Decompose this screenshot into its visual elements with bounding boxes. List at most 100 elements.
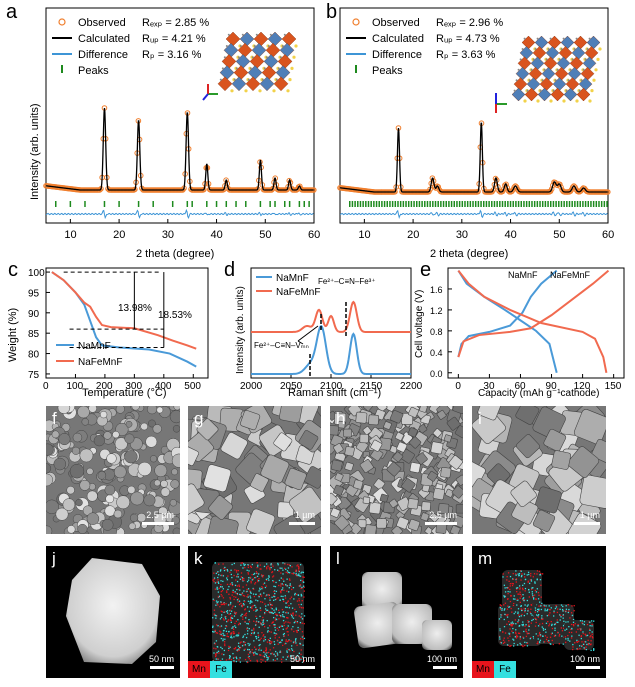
element-pixel (300, 649, 302, 651)
element-pixel (272, 575, 275, 577)
element-pixel (233, 562, 235, 565)
element-pixel (546, 608, 549, 611)
element-pixel (264, 612, 266, 614)
element-pixel (504, 587, 506, 589)
element-pixel (523, 599, 525, 602)
tem-image-l: l 100 nm (330, 546, 463, 678)
element-pixel (512, 622, 515, 625)
element-pixel (217, 596, 220, 598)
particle (125, 420, 133, 428)
element-pixel (223, 569, 226, 572)
element-pixel (236, 569, 238, 572)
element-pixel (508, 633, 511, 635)
element-pixel (543, 605, 546, 608)
element-pixel (517, 593, 519, 595)
element-pixel (295, 658, 297, 661)
particle (53, 457, 67, 471)
element-pixel (225, 603, 227, 605)
element-pixel (280, 591, 282, 594)
element-pixel (593, 648, 595, 651)
element-pixel (250, 601, 252, 603)
element-pixel (217, 625, 219, 627)
xlabel-b: 2 theta (degree) (430, 248, 508, 260)
element-pixel (268, 567, 270, 569)
element-pixel (300, 638, 302, 640)
element-pixel (249, 591, 252, 593)
element-pixel (289, 598, 291, 600)
xtick-label-c: 0 (43, 381, 49, 392)
element-pixel (225, 616, 227, 618)
element-pixel (278, 618, 280, 620)
element-pixel (522, 624, 524, 627)
element-pixel (293, 630, 295, 633)
element-pixel (274, 643, 276, 646)
element-pixel (536, 614, 538, 616)
element-pixel (220, 601, 222, 603)
particle (128, 522, 136, 530)
element-pixel (528, 591, 530, 593)
element-pixel (300, 593, 302, 596)
element-pixel (233, 611, 236, 613)
element-pixel (299, 575, 302, 577)
element-pixel (512, 572, 514, 575)
element-pixel (303, 623, 305, 625)
element-pixel (238, 632, 240, 634)
element-pixel (558, 635, 560, 637)
element-pixel (269, 637, 271, 639)
element-pixel (572, 621, 575, 623)
element-pixel (251, 649, 253, 651)
element-pixel (298, 570, 300, 573)
particle (86, 467, 94, 475)
curve-nafemnf-c (51, 271, 197, 350)
element-pixel (515, 587, 518, 589)
particle (515, 406, 540, 425)
particle (452, 406, 463, 414)
element-pixel (247, 564, 250, 567)
element-pixel (229, 619, 232, 621)
peak-markers-b (348, 201, 608, 207)
element-pixel (504, 602, 507, 604)
element-pixel (519, 597, 521, 599)
element-pixel (221, 586, 223, 588)
element-pixel (507, 613, 509, 616)
element-pixel (260, 601, 262, 603)
xtick-label-e: 90 (546, 381, 558, 392)
xtick-label-e: 60 (514, 381, 526, 392)
element-pixel (299, 563, 302, 566)
element-pixel (254, 651, 256, 653)
element-pixel (244, 613, 247, 615)
element-pixel (263, 592, 265, 594)
element-pixel (517, 632, 520, 634)
element-pixel (255, 621, 257, 623)
particle (58, 433, 71, 446)
atom (281, 45, 284, 47)
element-pixel (545, 605, 547, 607)
element-pixel (302, 661, 305, 663)
particle (440, 466, 452, 479)
element-pixel (270, 607, 272, 609)
label-namnf-e: NaMnF (508, 270, 538, 280)
element-pixel (221, 611, 223, 613)
particle (419, 406, 428, 413)
element-pixel (257, 636, 260, 638)
element-pixel (271, 612, 273, 614)
element-pixel (581, 620, 583, 622)
element-pixel (226, 591, 228, 594)
element-pixel (228, 593, 230, 595)
element-pixel (263, 582, 266, 584)
element-pixel (242, 602, 245, 605)
element-pixel (507, 637, 509, 639)
element-pixel (294, 640, 297, 642)
element-pixel (580, 635, 582, 638)
curve-nafemnf-d (251, 300, 411, 333)
element-pixel (220, 610, 222, 612)
element-pixel (556, 619, 558, 621)
micro-letter-j: j (52, 549, 56, 568)
element-pixel (536, 579, 538, 581)
element-pixel (591, 623, 593, 626)
element-pixel (242, 563, 245, 565)
element-pixel (285, 621, 287, 623)
element-pixel (241, 605, 243, 608)
element-pixel (521, 573, 523, 575)
particle (451, 485, 463, 499)
